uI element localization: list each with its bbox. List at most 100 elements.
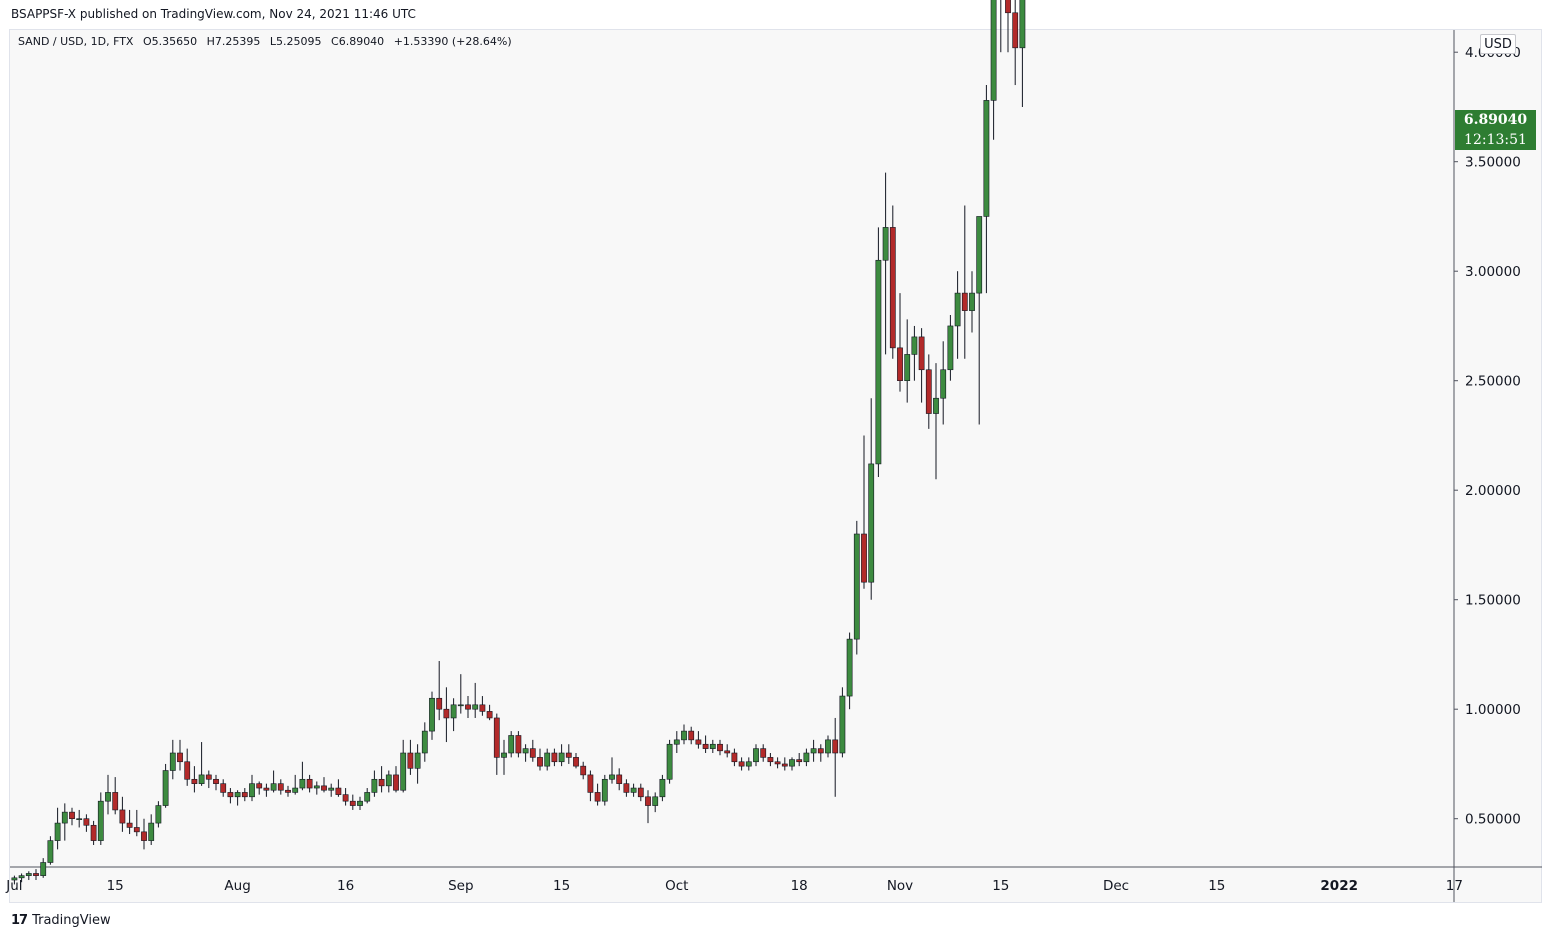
- candle-down: [861, 533, 867, 583]
- candle-down: [479, 704, 486, 712]
- x-tick-label: 17: [1446, 878, 1463, 894]
- legend-low: L5.25095: [269, 35, 322, 48]
- candle-up: [911, 336, 918, 355]
- candle-down: [738, 761, 745, 767]
- candle-up: [18, 875, 25, 879]
- x-tick-label: Sep: [448, 878, 473, 894]
- candle-down: [241, 792, 248, 798]
- candle-down: [565, 752, 572, 758]
- candle-down: [767, 757, 774, 763]
- candle-down: [90, 824, 97, 841]
- candle-up: [933, 397, 939, 414]
- candle-down: [1005, 0, 1011, 14]
- candle-down: [227, 792, 234, 798]
- candle-up: [450, 704, 457, 719]
- brand-name: TradingView: [32, 913, 111, 928]
- bar-countdown: 12:13:51: [1464, 132, 1527, 148]
- candle-down: [83, 818, 90, 826]
- candle-down: [529, 748, 536, 758]
- candle-down: [695, 739, 702, 745]
- candle-up: [630, 787, 637, 793]
- candle-down: [623, 783, 630, 793]
- candle-up: [421, 730, 428, 754]
- candle-down: [177, 752, 183, 763]
- candle-down: [69, 811, 75, 820]
- candle-down: [961, 292, 968, 311]
- x-tick-label: Dec: [1103, 878, 1129, 894]
- candle-up: [61, 811, 68, 824]
- candle-down: [349, 800, 356, 806]
- candle-up: [155, 805, 162, 824]
- candle-up: [954, 292, 961, 327]
- candle-up: [457, 704, 464, 707]
- candle-up: [853, 533, 860, 640]
- candle-down: [817, 748, 824, 754]
- candle-up: [846, 638, 853, 697]
- candle-up: [810, 748, 817, 754]
- candle-down: [213, 778, 219, 784]
- candle-up: [234, 792, 241, 798]
- candle-down: [119, 809, 126, 824]
- publish-caption: BSAPPSF-X published on TradingView.com, …: [11, 7, 416, 21]
- candle-down: [205, 774, 212, 780]
- candle-up: [709, 743, 716, 749]
- candle-down: [774, 761, 781, 765]
- currency-label[interactable]: USD: [1480, 34, 1516, 54]
- candle-down: [724, 750, 731, 754]
- candle-down: [256, 783, 263, 789]
- candle-down: [925, 369, 932, 414]
- candle-down: [702, 743, 709, 749]
- candle-down: [781, 763, 788, 767]
- tradingview-logo-icon: 17: [11, 913, 28, 928]
- candle-up: [904, 354, 911, 382]
- candle-down: [33, 873, 39, 876]
- candle-down: [897, 347, 903, 382]
- candle-down: [515, 735, 522, 754]
- chart-frame[interactable]: [9, 29, 1542, 903]
- candle-up: [681, 730, 687, 741]
- candle-down: [443, 708, 450, 719]
- last-price-value: 6.89040: [1463, 112, 1528, 128]
- candle-down: [580, 765, 587, 776]
- x-tick-label: 15: [553, 878, 570, 894]
- candle-down: [306, 778, 313, 789]
- candle-down: [688, 730, 695, 741]
- candle-up: [940, 369, 947, 399]
- candle-up: [148, 822, 155, 841]
- candle-up: [400, 752, 407, 791]
- candle-down: [335, 787, 342, 795]
- candle-up: [1019, 0, 1026, 49]
- candle-up: [11, 877, 18, 881]
- candle-up: [25, 873, 32, 876]
- candle-up: [745, 761, 752, 767]
- candle-down: [486, 711, 493, 719]
- candle-up: [868, 463, 875, 583]
- candle-down: [493, 717, 500, 758]
- last-price-tag: 6.89040 12:13:51: [1455, 110, 1536, 150]
- candle-up: [666, 743, 673, 780]
- candle-down: [378, 778, 385, 787]
- candle-up: [292, 787, 299, 793]
- candle-down: [717, 743, 723, 752]
- candle-down: [263, 787, 270, 791]
- tradingview-brand[interactable]: 17 TradingView: [11, 913, 111, 928]
- candle-up: [947, 325, 954, 371]
- y-tick-label: 2.50000: [1465, 374, 1521, 390]
- candle-up: [875, 259, 882, 465]
- candle-down: [645, 796, 651, 806]
- candle-up: [270, 783, 277, 791]
- candle-down: [436, 697, 443, 710]
- legend-symbol[interactable]: SAND / USD, 1D, FTX: [18, 35, 134, 48]
- candle-down: [407, 752, 414, 769]
- candle-up: [169, 752, 176, 771]
- x-tick-label: 15: [1208, 878, 1225, 894]
- candle-down: [321, 785, 327, 791]
- candle-up: [501, 752, 507, 758]
- candle-down: [342, 794, 349, 802]
- x-tick-label: Aug: [224, 878, 250, 894]
- candle-up: [803, 752, 810, 763]
- candle-up: [328, 787, 335, 791]
- legend-open: O5.35650: [142, 35, 198, 48]
- y-tick-label: 3.50000: [1465, 155, 1521, 171]
